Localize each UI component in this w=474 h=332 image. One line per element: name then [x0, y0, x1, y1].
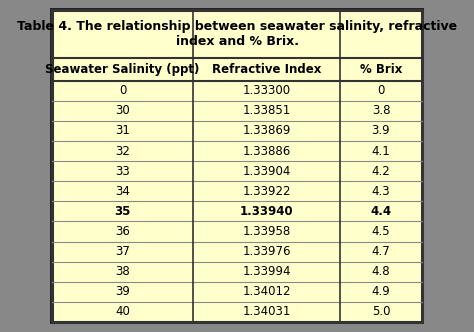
Text: Seawater Salinity (ppt): Seawater Salinity (ppt)	[46, 63, 200, 76]
Text: 4.7: 4.7	[372, 245, 390, 258]
Text: 36: 36	[115, 225, 130, 238]
Text: 33: 33	[115, 165, 130, 178]
Text: 3.8: 3.8	[372, 104, 390, 117]
Text: 4.1: 4.1	[372, 144, 390, 158]
Text: 4.4: 4.4	[370, 205, 392, 218]
Text: Table 4. The relationship between seawater salinity, refractive
index and % Brix: Table 4. The relationship between seawat…	[17, 20, 457, 48]
Text: 1.33976: 1.33976	[242, 245, 291, 258]
Text: 1.33958: 1.33958	[242, 225, 291, 238]
Text: 32: 32	[115, 144, 130, 158]
Text: 37: 37	[115, 245, 130, 258]
Text: 3.9: 3.9	[372, 124, 390, 137]
Text: 1.33994: 1.33994	[242, 265, 291, 278]
Text: 1.33904: 1.33904	[242, 165, 291, 178]
Text: Refractive Index: Refractive Index	[212, 63, 321, 76]
Text: 4.3: 4.3	[372, 185, 390, 198]
Text: 1.34012: 1.34012	[242, 286, 291, 298]
Text: 38: 38	[115, 265, 130, 278]
Text: 1.33869: 1.33869	[242, 124, 291, 137]
Text: 1.34031: 1.34031	[242, 305, 291, 318]
Text: 4.2: 4.2	[372, 165, 390, 178]
Text: 40: 40	[115, 305, 130, 318]
Text: 4.5: 4.5	[372, 225, 390, 238]
Text: 1.33851: 1.33851	[242, 104, 291, 117]
Text: 0: 0	[377, 84, 384, 97]
Text: 1.33300: 1.33300	[243, 84, 291, 97]
Text: 31: 31	[115, 124, 130, 137]
Text: 34: 34	[115, 185, 130, 198]
Text: 1.33940: 1.33940	[240, 205, 293, 218]
Text: 4.8: 4.8	[372, 265, 390, 278]
Text: 30: 30	[115, 104, 130, 117]
Text: 39: 39	[115, 286, 130, 298]
Text: 1.33922: 1.33922	[242, 185, 291, 198]
Text: 4.9: 4.9	[372, 286, 390, 298]
Text: 5.0: 5.0	[372, 305, 390, 318]
Text: 35: 35	[114, 205, 131, 218]
Text: 1.33886: 1.33886	[242, 144, 291, 158]
Text: 0: 0	[119, 84, 126, 97]
Text: % Brix: % Brix	[360, 63, 402, 76]
